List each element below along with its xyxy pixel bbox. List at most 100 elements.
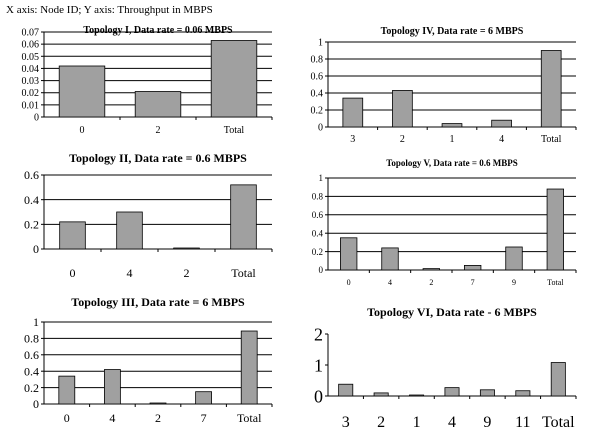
x-tick-label: 4	[127, 266, 133, 280]
bar	[340, 237, 358, 271]
y-tick-label: 0.03	[22, 76, 40, 87]
chart-topology-5: Topology V, Data rate = 0.6 MBPS 0 0.2 0.4 0…	[312, 158, 577, 287]
bar	[550, 362, 566, 397]
bar	[210, 40, 258, 118]
bar	[58, 375, 76, 405]
bar	[491, 119, 512, 128]
bar	[409, 394, 425, 397]
x-tick-label: 2	[400, 134, 405, 145]
chart-topology-2: Topology II, Data rate = 0.6 MBPS 0 0.2 0.4…	[24, 151, 273, 280]
y-tick-label: 2	[314, 324, 323, 344]
x-tick-label: 7	[471, 278, 475, 287]
y-tick-label: 0.06	[22, 40, 40, 51]
y-tick-label: 0.4	[24, 364, 39, 378]
y-tick-label: 0.02	[22, 88, 40, 99]
x-tick-label: 11	[515, 414, 530, 431]
x-tick-label: 0	[70, 266, 76, 280]
chart-title: Topology I, Data rate = 0.06 MBPS	[83, 25, 233, 36]
bar	[444, 387, 460, 397]
bar	[546, 188, 564, 271]
y-tick-label: 0.6	[311, 72, 324, 83]
x-tick-label: 0	[64, 411, 70, 425]
y-tick-label: 1	[314, 355, 323, 375]
x-tick-label: Total	[547, 278, 564, 287]
y-tick-label: 0	[318, 123, 323, 134]
x-tick-label: 2	[429, 278, 433, 287]
chart-title: Topology IV, Data rate = 6 MBPS	[381, 26, 524, 37]
chart-title: Topology VI, Data rate - 6 MBPS	[367, 305, 537, 319]
bar	[463, 265, 482, 271]
y-tick-label: 0.6	[24, 348, 39, 362]
x-tick-label: 9	[483, 414, 491, 431]
y-tick-label: 0.07	[22, 28, 40, 39]
y-tick-label: 0.4	[24, 193, 39, 207]
x-tick-label: Total	[542, 414, 575, 431]
chart-topology-6: Topology VI, Data rate - 6 MBPS 0 1 2 3 2 1 4 9 1…	[314, 305, 577, 431]
y-tick-label: 1	[319, 173, 324, 183]
bar	[134, 91, 182, 118]
bar	[373, 392, 389, 397]
x-tick-label: 4	[109, 411, 115, 425]
x-tick-label: Total	[541, 134, 562, 145]
bar	[392, 90, 413, 128]
bar	[441, 123, 463, 128]
y-tick-label: 0.4	[311, 89, 324, 100]
x-tick-label: 4	[448, 414, 456, 431]
y-tick-label: 1	[318, 38, 323, 49]
bar	[173, 247, 200, 250]
x-tick-label: 2	[155, 411, 161, 425]
y-tick-label: 0.6	[24, 168, 39, 182]
bar	[381, 247, 399, 271]
bar	[230, 184, 257, 250]
x-tick-label: Total	[224, 125, 245, 136]
x-tick-label: 0	[80, 125, 85, 136]
y-tick-label: 0.04	[22, 64, 40, 75]
chart-title: Topology II, Data rate = 0.6 MBPS	[69, 151, 247, 165]
x-tick-label: 1	[413, 414, 421, 431]
x-tick-label: 0	[347, 278, 351, 287]
y-tick-label: 0.8	[311, 55, 324, 66]
x-tick-label: 3	[342, 414, 350, 431]
chart-topology-4: Topology IV, Data rate = 6 MBPS 0 0.2 0.4 0.…	[311, 26, 577, 145]
y-tick-label: 1	[33, 315, 39, 329]
y-tick-label: 0	[34, 113, 39, 124]
x-tick-label: 3	[350, 134, 355, 145]
y-tick-label: 0.4	[312, 228, 324, 238]
y-tick-label: 0	[319, 265, 324, 275]
chart-topology-3: Topology III, Data rate = 6 MBPS 0 0.2 0.4 0…	[24, 295, 273, 425]
y-tick-label: 0	[314, 386, 323, 406]
y-tick-label: 0.2	[24, 381, 39, 395]
y-tick-label: 0.2	[24, 218, 39, 232]
x-tick-label: 4	[388, 278, 392, 287]
x-tick-label: 2	[184, 266, 190, 280]
bar	[195, 391, 212, 405]
bar	[240, 330, 258, 405]
y-tick-label: 0	[33, 242, 39, 256]
bar	[58, 65, 106, 118]
bar	[116, 211, 143, 250]
bar	[338, 383, 354, 397]
bar	[149, 402, 167, 405]
x-tick-label: Total	[231, 266, 256, 280]
bar	[422, 268, 440, 271]
y-tick-label: 0.8	[312, 192, 324, 202]
chart-topology-1: Topology I, Data rate = 0.06 MBPS00.010.…	[22, 25, 273, 136]
y-tick-label: 0	[33, 397, 39, 411]
bar	[59, 221, 86, 250]
bar	[515, 390, 531, 397]
y-tick-label: 0.8	[24, 332, 39, 346]
y-tick-label: 0.2	[311, 106, 324, 117]
bar	[104, 369, 121, 405]
x-tick-label: 7	[201, 411, 207, 425]
x-tick-label: 1	[450, 134, 455, 145]
chart-title: Topology V, Data rate = 0.6 MBPS	[386, 158, 517, 168]
figure-caption: X axis: Node ID; Y axis: Throughput in M…	[6, 4, 213, 16]
x-tick-label: 2	[377, 414, 385, 431]
bar	[540, 50, 562, 128]
x-tick-label: 4	[499, 134, 504, 145]
y-tick-label: 0.6	[312, 210, 324, 220]
bar	[479, 389, 495, 397]
y-tick-label: 0.2	[312, 247, 323, 257]
chart-title: Topology III, Data rate = 6 MBPS	[71, 295, 245, 309]
x-tick-label: 2	[156, 125, 161, 136]
